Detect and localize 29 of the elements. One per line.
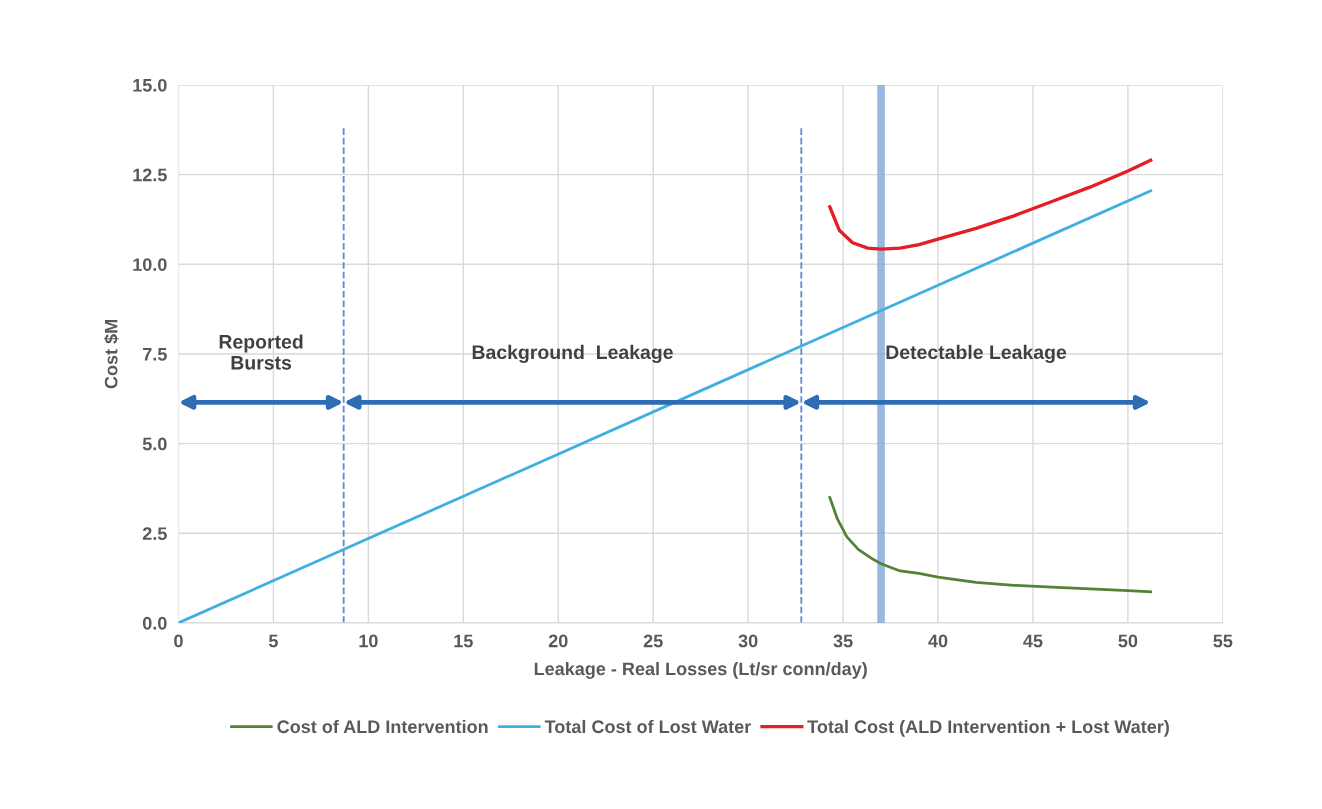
annotation: Detectable Leakage <box>886 344 1067 364</box>
legend-label: Total Cost of Lost Water <box>544 719 751 734</box>
x-tick-label: 55 <box>1213 634 1233 648</box>
x-tick-label: 45 <box>1023 634 1043 648</box>
y-tick-label: 10.0 <box>133 258 167 271</box>
x-tick-label: 10 <box>359 634 378 648</box>
annotation: Background Leakage <box>472 344 673 364</box>
legend-label: Total Cost (ALD Intervention + Lost Water) <box>807 719 1169 737</box>
y-tick-label: 0.0 <box>142 616 167 630</box>
x-tick-label: 20 <box>548 634 568 648</box>
y-tick-label: 12.5 <box>133 168 167 182</box>
x-tick-label: 50 <box>1118 634 1138 648</box>
line-series <box>828 158 1153 251</box>
annotation: Reported Bursts <box>219 334 303 370</box>
x-tick-label: 30 <box>738 634 758 648</box>
y-tick-label: 15.0 <box>133 78 167 92</box>
x-tick-label: 0 <box>174 634 183 648</box>
x-tick-label: 25 <box>643 634 663 648</box>
y-axis-title: Cost $M <box>103 320 119 389</box>
y-tick-label: 5.0 <box>142 437 167 451</box>
y-tick-label: 2.5 <box>142 527 167 540</box>
x-tick-label: 40 <box>928 634 948 648</box>
y-tick-label: 7.5 <box>143 348 167 361</box>
line-series <box>828 496 1153 594</box>
x-tick-label: 15 <box>454 634 473 648</box>
x-axis-title: Leakage - Real Losses (Lt/sr conn/day) <box>534 661 867 679</box>
legend-label: Cost of ALD Intervention <box>277 719 488 734</box>
x-tick-label: 35 <box>833 634 853 648</box>
x-tick-label: 5 <box>268 634 278 648</box>
